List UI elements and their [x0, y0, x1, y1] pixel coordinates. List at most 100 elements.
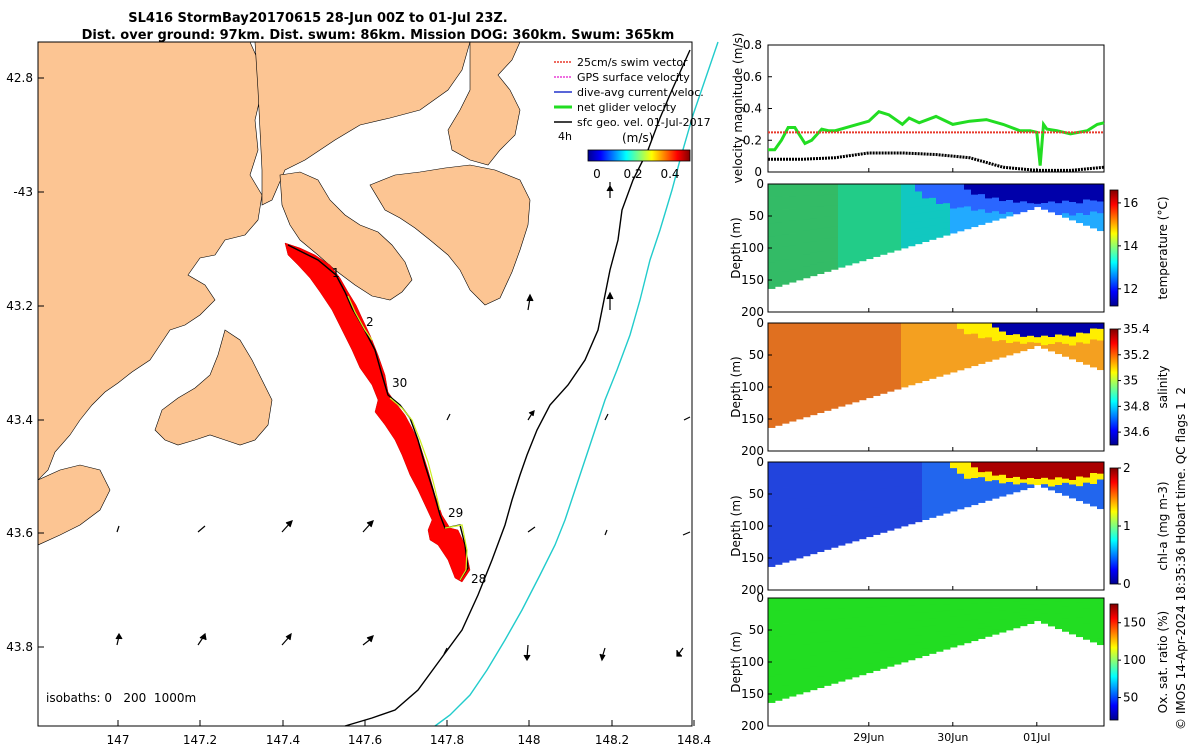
section-cell [957, 346, 965, 353]
section-cell [992, 336, 1000, 342]
section-cell [1069, 602, 1077, 608]
section-cell [999, 323, 1007, 328]
section-cell [1020, 601, 1028, 606]
section-cell [859, 222, 867, 233]
section-cell [1041, 598, 1049, 602]
section-cell [943, 481, 951, 488]
section-cell [810, 345, 818, 358]
section-cell [859, 390, 867, 401]
section-cell [845, 343, 853, 354]
section-cell [901, 510, 909, 519]
section-cell [922, 220, 930, 228]
section-cell [894, 486, 902, 496]
section-cell [894, 470, 902, 479]
section-cell [803, 230, 811, 244]
section-cell [908, 605, 916, 614]
section-cell [1034, 476, 1042, 480]
section-cell [838, 236, 846, 247]
section-cell [957, 497, 965, 504]
section-cell [1062, 478, 1070, 484]
section-cell [1034, 195, 1042, 199]
section-cell [1020, 340, 1028, 345]
section-cell [1020, 465, 1028, 470]
section-colorbar [1109, 189, 1119, 307]
section-y-tick-label: 50 [749, 348, 764, 362]
section-cell [936, 204, 944, 212]
section-cell [915, 184, 923, 192]
section-cell [901, 240, 909, 249]
section-cell [810, 252, 818, 265]
section-cell [978, 462, 986, 468]
section-cell [985, 342, 993, 348]
section-cell [971, 205, 979, 212]
section-cell [957, 207, 965, 214]
section-y-tick-label: 200 [741, 305, 764, 319]
section-cell [1013, 473, 1021, 478]
section-cell [873, 462, 881, 472]
section-cell [957, 334, 965, 341]
section-cell [936, 462, 944, 470]
section-cell [803, 334, 811, 347]
section-cell [817, 495, 825, 508]
section-cell [922, 634, 930, 642]
section-cell [964, 217, 972, 224]
section-cell [950, 634, 958, 642]
section-cell [1013, 326, 1021, 331]
section-cell [1027, 332, 1035, 337]
section-cell [873, 489, 881, 499]
section-cell [1013, 184, 1021, 189]
section-cell [1090, 462, 1098, 468]
section-cell [880, 624, 888, 634]
section-cell [957, 328, 965, 336]
section-cell [964, 495, 972, 502]
section-cell [880, 184, 888, 194]
section-cell [985, 626, 993, 632]
section-cell [978, 323, 986, 329]
section-cell [1055, 203, 1063, 208]
section-cell [978, 608, 986, 614]
section-cell [901, 502, 909, 511]
section-cell [866, 490, 874, 500]
section-cell [887, 201, 895, 210]
section-cbar-tick-label: 2 [1123, 461, 1131, 475]
vel-series-2 [768, 151, 1105, 172]
section-cell [1034, 340, 1042, 344]
section-cell [880, 506, 888, 516]
section-cell [964, 362, 972, 369]
section-cell [894, 606, 902, 615]
section-cell [838, 608, 846, 620]
section-cell [859, 529, 867, 540]
section-cell [810, 462, 818, 474]
section-cbar-tick-label: 35.4 [1123, 322, 1150, 336]
section-cell [1034, 598, 1042, 602]
section-cell [1041, 326, 1049, 330]
section-cell [915, 228, 923, 237]
section-cell [1062, 482, 1070, 488]
section-cell [803, 254, 811, 267]
geo-arrow [115, 632, 123, 646]
section-cell [1062, 339, 1070, 345]
title-line-2: Dist. over ground: 97km. Dist. swum: 86k… [82, 28, 675, 43]
section-cell [894, 495, 902, 504]
section-cell [887, 487, 895, 497]
section-cell [894, 225, 902, 234]
section-cell [880, 606, 888, 616]
section-cell [887, 496, 895, 506]
section-cell [1034, 325, 1042, 330]
section-cell [894, 331, 902, 340]
section-cell [894, 639, 902, 648]
section-cell [810, 678, 818, 691]
section-cell [810, 530, 818, 543]
section-cell [1041, 206, 1049, 210]
section-cell [1097, 207, 1105, 214]
section-cell [1055, 609, 1063, 614]
section-cell [943, 216, 951, 223]
section-cell [768, 540, 776, 554]
section-cell [1076, 471, 1084, 477]
section-cell [866, 240, 874, 250]
section-cell [887, 192, 895, 202]
section-cell [796, 268, 804, 281]
section-cell [810, 632, 818, 645]
section-cell [894, 372, 902, 382]
